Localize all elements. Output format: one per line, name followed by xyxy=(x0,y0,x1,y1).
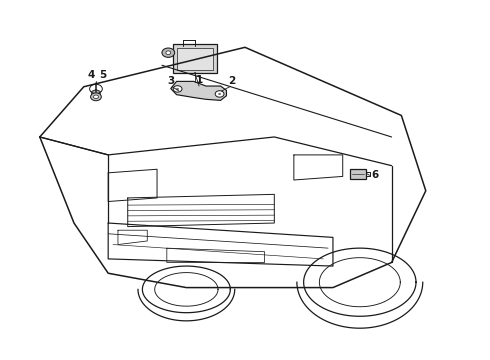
Text: 5: 5 xyxy=(98,70,106,80)
Polygon shape xyxy=(92,90,100,97)
Circle shape xyxy=(94,95,98,99)
Circle shape xyxy=(173,86,182,92)
Text: 6: 6 xyxy=(371,170,378,180)
Polygon shape xyxy=(171,81,226,100)
Circle shape xyxy=(162,48,174,57)
Text: 2: 2 xyxy=(228,76,235,86)
FancyBboxPatch shape xyxy=(177,48,213,70)
Circle shape xyxy=(176,88,179,90)
FancyBboxPatch shape xyxy=(172,44,217,73)
Text: 3: 3 xyxy=(167,76,174,86)
Circle shape xyxy=(215,91,224,97)
Text: 1: 1 xyxy=(196,75,203,85)
Text: 4: 4 xyxy=(87,70,95,80)
Circle shape xyxy=(91,93,101,101)
Circle shape xyxy=(218,93,221,95)
FancyBboxPatch shape xyxy=(349,169,366,179)
Circle shape xyxy=(166,51,171,54)
